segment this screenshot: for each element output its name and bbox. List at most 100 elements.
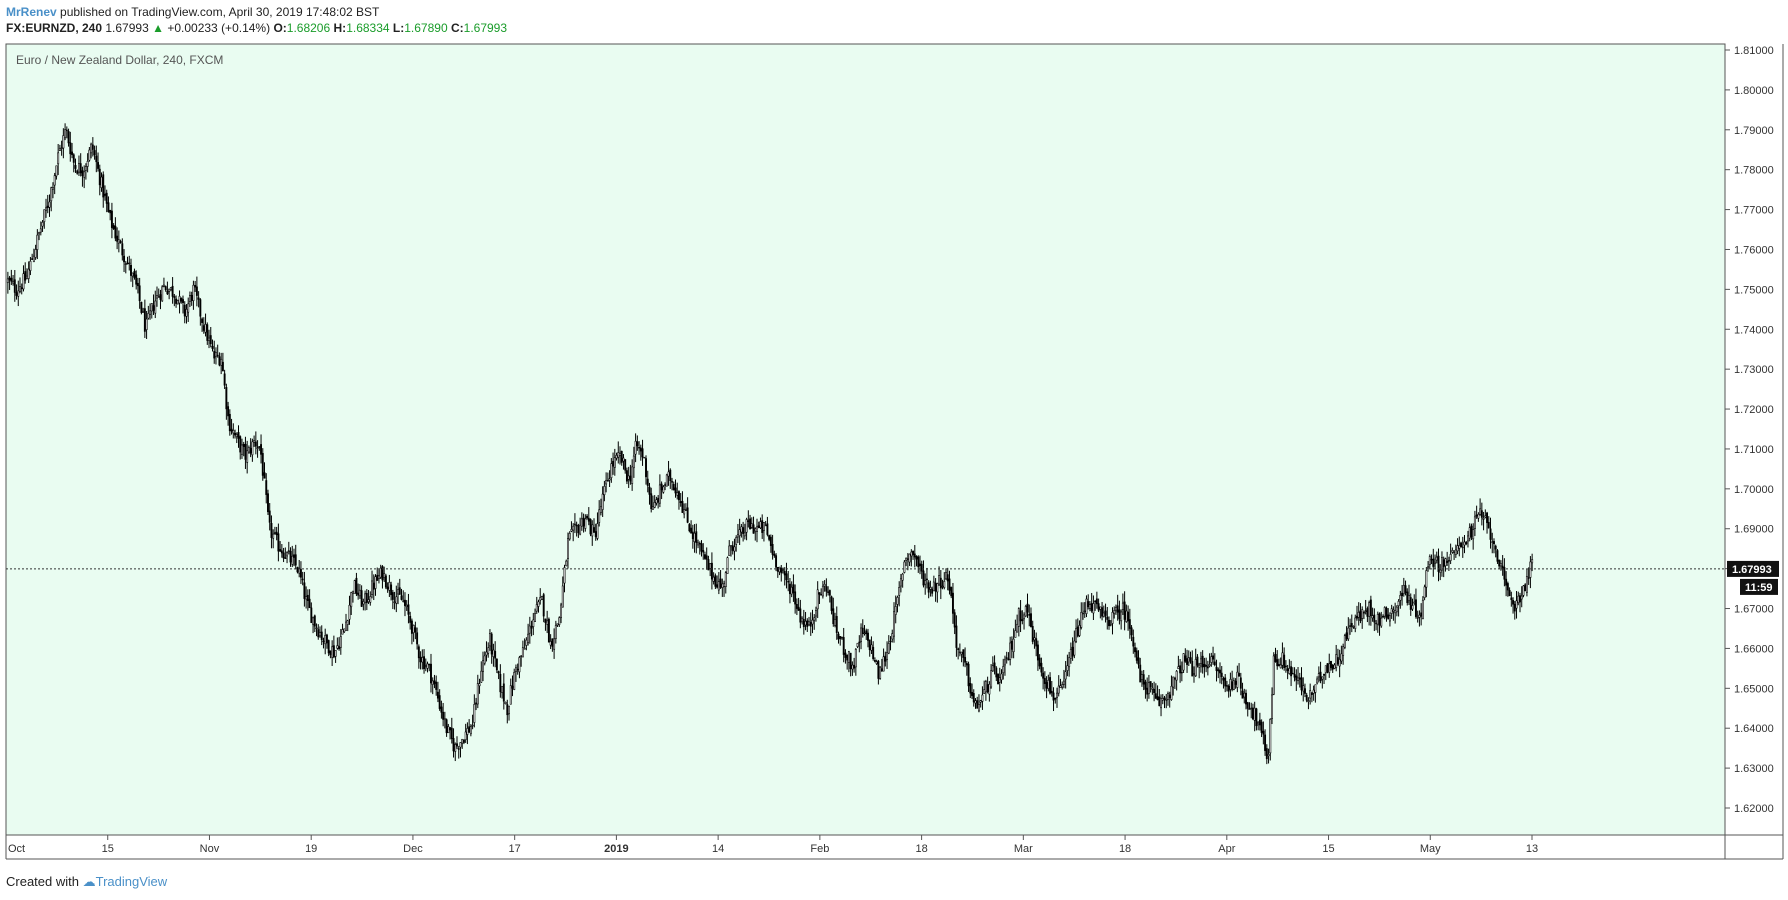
candle-body [858, 641, 861, 644]
candle-body [530, 626, 533, 629]
candle-body [606, 480, 609, 482]
candle-body [345, 621, 347, 631]
candle-body [660, 483, 663, 491]
candle-body [393, 601, 396, 603]
candle-body [627, 475, 630, 480]
created-with-label: Created with [6, 874, 79, 889]
candle-body [1416, 617, 1419, 619]
candle-body [1463, 541, 1466, 546]
candle-body [327, 640, 330, 654]
candle-body [506, 704, 509, 716]
candle-body [182, 299, 184, 304]
candle-body [91, 144, 94, 150]
time-tick-label: 15 [102, 843, 114, 855]
candle-body [398, 587, 401, 595]
candle-body [490, 633, 493, 655]
candle-body [1354, 617, 1357, 629]
candle-body [1118, 609, 1121, 620]
candle-body [260, 444, 263, 455]
price-axis[interactable]: 1.81000 1.80000 1.79000 1.78000 1.77000 1.760… [1725, 45, 1774, 815]
candle-body [967, 663, 970, 687]
candle-body [1517, 595, 1520, 604]
candle-body [1095, 598, 1098, 605]
candle-body [955, 625, 958, 648]
candle-body [603, 485, 606, 496]
candle-body [1094, 600, 1097, 603]
candle-body [1286, 668, 1289, 671]
candle-body [1394, 610, 1397, 614]
candle-body [293, 554, 295, 558]
candle-body [1520, 595, 1523, 600]
candle-body [1527, 577, 1530, 579]
candle-body [31, 258, 34, 260]
candle-body [1085, 598, 1088, 614]
candle-body [424, 665, 427, 667]
candle-body [717, 581, 720, 591]
candle-body [32, 255, 35, 263]
tradingview-link[interactable]: TradingView [95, 874, 168, 889]
candle-body [296, 567, 299, 573]
candle-body [1186, 658, 1189, 665]
candle-body [142, 311, 145, 313]
candle-body [969, 682, 972, 694]
candle-body [528, 625, 531, 634]
candle-body [648, 486, 651, 495]
candle-body [1021, 619, 1024, 621]
time-axis[interactable]: Oct 15 Nov 19 Dec 17 2019 14 Feb 18 Mar 18 Apr 15 May 1… [5, 835, 1538, 855]
candle-body [1269, 718, 1272, 754]
candle-body [1201, 655, 1204, 668]
candle-body [1434, 561, 1436, 564]
candle-body [1293, 674, 1296, 678]
candle-body [1222, 677, 1225, 681]
candle-body [799, 608, 802, 623]
candle-body [750, 523, 753, 528]
candle-body [79, 163, 82, 174]
candle-body [90, 143, 93, 154]
candle-body [629, 475, 632, 482]
candlestick-series [6, 123, 1534, 765]
candle-body [117, 239, 120, 244]
candle-body [1461, 546, 1464, 549]
candle-body [1231, 681, 1234, 690]
candle-body [395, 596, 398, 604]
candle-body [749, 518, 752, 530]
candle-body [702, 550, 705, 553]
candle-body [194, 285, 197, 288]
candle-body [93, 150, 96, 156]
candle-body [946, 574, 949, 582]
author-link[interactable]: MrRenev [6, 5, 57, 19]
candle-body [619, 453, 621, 456]
candle-body [384, 575, 387, 588]
candle-body [1435, 556, 1438, 561]
time-tick-label: Nov [200, 843, 220, 855]
candle-body [1335, 654, 1338, 668]
candle-body [1132, 636, 1135, 647]
candle-body [1258, 719, 1261, 726]
candle-body [471, 724, 474, 727]
candle-body [36, 234, 39, 250]
candle-body [339, 636, 342, 648]
candle-body [173, 296, 176, 298]
candle-body [587, 517, 590, 522]
candle-body [1330, 661, 1332, 668]
candle-body [263, 472, 266, 479]
candle-body [1182, 653, 1185, 671]
candle-body [1097, 603, 1100, 611]
candle-body [756, 526, 758, 532]
candle-body [494, 651, 497, 659]
candle-body [856, 642, 859, 647]
candle-body [934, 582, 937, 592]
candle-body [785, 573, 788, 581]
price-tick-label: 1.79000 [1734, 125, 1774, 137]
candle-body [665, 474, 668, 487]
candle-body [884, 655, 887, 662]
candle-body [924, 580, 927, 585]
candle-body [402, 600, 405, 602]
candle-body [64, 129, 67, 139]
candle-body [485, 651, 488, 656]
high-label: H: [333, 21, 347, 35]
candle-body [116, 235, 119, 242]
candle-body [353, 580, 356, 594]
candle-body [1387, 614, 1390, 620]
